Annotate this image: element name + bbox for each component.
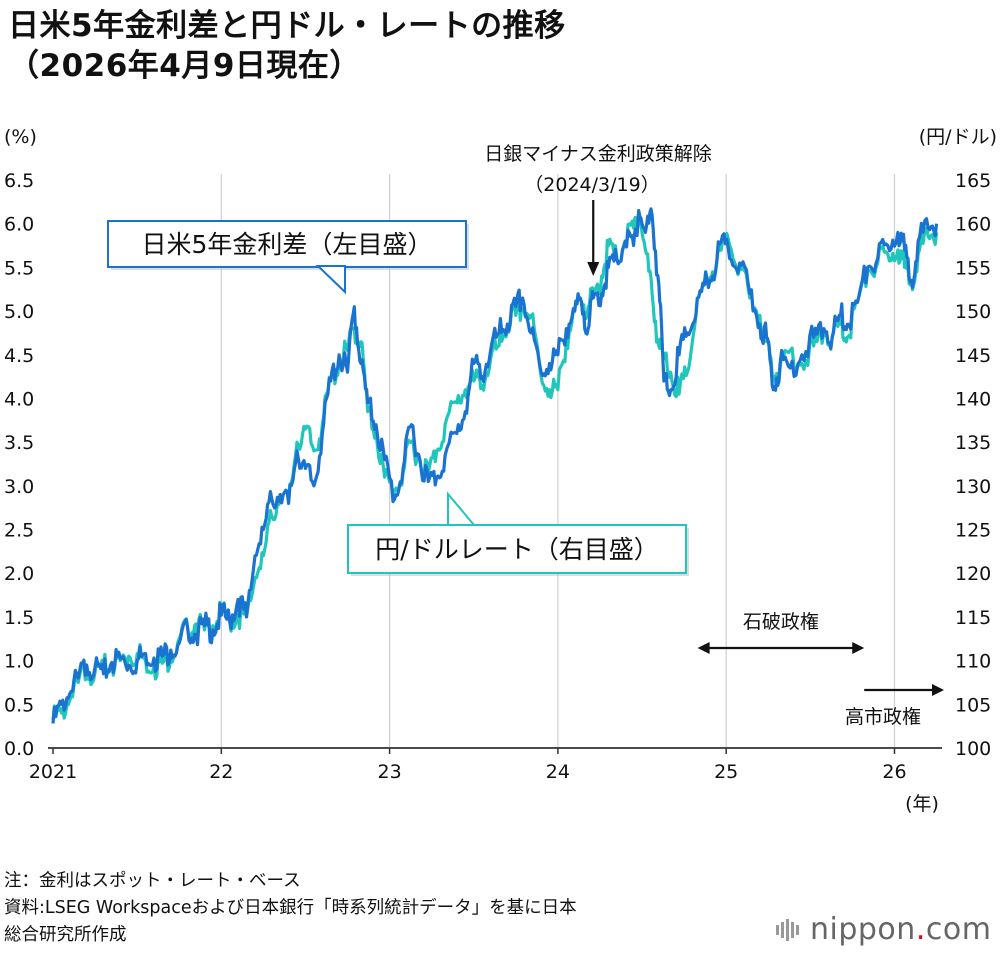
left-tick-label: 3.0 bbox=[4, 476, 34, 498]
callout-spread: 日米5年金利差（左目盛） bbox=[107, 220, 469, 295]
logo-mark-icon bbox=[776, 918, 802, 941]
axes: 2021 22 23 24 25 26 (年) 0.0 0.5 1.0 1.5 2.0 2.5 3.0 3.… bbox=[4, 126, 997, 815]
callout-fx: 円/ドルレート（右目盛） bbox=[347, 491, 689, 576]
right-tick-label: 105 bbox=[955, 694, 991, 716]
chart-title-line2: （2026年4月9日現在） bbox=[8, 48, 361, 84]
x-tick-label-25: 25 bbox=[714, 761, 738, 783]
right-tick-label: 120 bbox=[955, 563, 991, 585]
ishiba-arrow-head-left bbox=[697, 642, 710, 654]
series-spread-line bbox=[51, 207, 939, 724]
right-tick-label: 150 bbox=[955, 301, 991, 323]
chart-title: 日米5年金利差と円ドル・レートの推移 （2026年4月9日現在） bbox=[8, 6, 566, 86]
callout-spread-tail bbox=[315, 265, 346, 295]
left-tick-label: 2.5 bbox=[4, 520, 34, 542]
ishiba-arrow-head-right bbox=[852, 642, 865, 654]
x-tick-label-24: 24 bbox=[546, 761, 570, 783]
annotations: 日米5年金利差（左目盛） 円/ドルレート（右目盛） 日銀マイナス金利政策解除 （202… bbox=[107, 143, 944, 728]
right-tick-label: 160 bbox=[955, 214, 991, 236]
left-tick-label: 0.0 bbox=[4, 738, 34, 760]
left-tick-label: 6.0 bbox=[4, 214, 34, 236]
right-tick-label: 115 bbox=[955, 607, 991, 629]
callout-spread-text: 日米5年金利差（左目盛） bbox=[142, 230, 433, 259]
right-tick-label: 100 bbox=[955, 738, 991, 760]
right-tick-label: 110 bbox=[955, 651, 991, 673]
left-tick-label: 4.5 bbox=[4, 345, 34, 367]
right-axis-unit: (円/ドル) bbox=[919, 126, 997, 148]
footnote-2: 資料:LSEG Workspaceおよび日本銀行「時系列統計データ」を基に日本 bbox=[4, 898, 577, 918]
right-tick-label: 135 bbox=[955, 432, 991, 454]
x-tick-label-2021: 2021 bbox=[29, 761, 77, 783]
callout-fx-text: 円/ドルレート（右目盛） bbox=[375, 535, 658, 564]
right-tick-label: 165 bbox=[955, 170, 991, 192]
boj-label-line2: （2024/3/19） bbox=[524, 174, 659, 196]
left-tick-label: 1.5 bbox=[4, 607, 34, 629]
callout-spread-box bbox=[107, 220, 467, 268]
takaichi-arrow-head bbox=[932, 684, 944, 696]
footnotes: 注：金利はスポット・レート・ベース 資料:LSEG Workspaceおよび日本… bbox=[4, 868, 577, 949]
footnote-3: 総合研究所作成 bbox=[4, 925, 127, 945]
x-tick-label-23: 23 bbox=[378, 761, 402, 783]
right-tick-label: 155 bbox=[955, 257, 991, 279]
right-tick-label: 125 bbox=[955, 520, 991, 542]
ishiba-label: 石破政権 bbox=[743, 611, 819, 633]
left-tick-label: 1.0 bbox=[4, 651, 34, 673]
callout-fx-box bbox=[347, 524, 687, 574]
series-lines bbox=[51, 207, 939, 724]
callout-fx-tail bbox=[447, 491, 477, 526]
boj-arrow-head bbox=[587, 262, 600, 276]
left-tick-label: 3.5 bbox=[4, 432, 34, 454]
chart-title-line1: 日米5年金利差と円ドル・レートの推移 bbox=[8, 8, 566, 44]
left-tick-label: 6.5 bbox=[4, 170, 34, 192]
left-axis-unit: (%) bbox=[4, 126, 37, 148]
x-tick-label-26: 26 bbox=[882, 761, 906, 783]
boj-label-line1: 日銀マイナス金利政策解除 bbox=[484, 143, 712, 165]
left-tick-label: 0.5 bbox=[4, 694, 34, 716]
x-tick-label-22: 22 bbox=[209, 761, 233, 783]
logo-dot: . bbox=[915, 912, 926, 947]
right-tick-label: 130 bbox=[955, 476, 991, 498]
right-tick-label: 140 bbox=[955, 388, 991, 410]
logo-text: nippon bbox=[810, 912, 916, 947]
left-tick-label: 2.0 bbox=[4, 563, 34, 585]
x-axis-unit: (年) bbox=[905, 793, 939, 815]
series-fx-line bbox=[51, 209, 939, 721]
logo-suffix: com bbox=[925, 912, 992, 947]
right-tick-label: 145 bbox=[955, 345, 991, 367]
takaichi-label: 高市政権 bbox=[845, 706, 921, 728]
left-tick-label: 5.5 bbox=[4, 257, 34, 279]
left-tick-label: 5.0 bbox=[4, 301, 34, 323]
left-tick-label: 4.0 bbox=[4, 388, 34, 410]
footnote-1: 注：金利はスポット・レート・ベース bbox=[4, 871, 301, 891]
nippon-logo[interactable]: nippon. com bbox=[776, 912, 991, 947]
